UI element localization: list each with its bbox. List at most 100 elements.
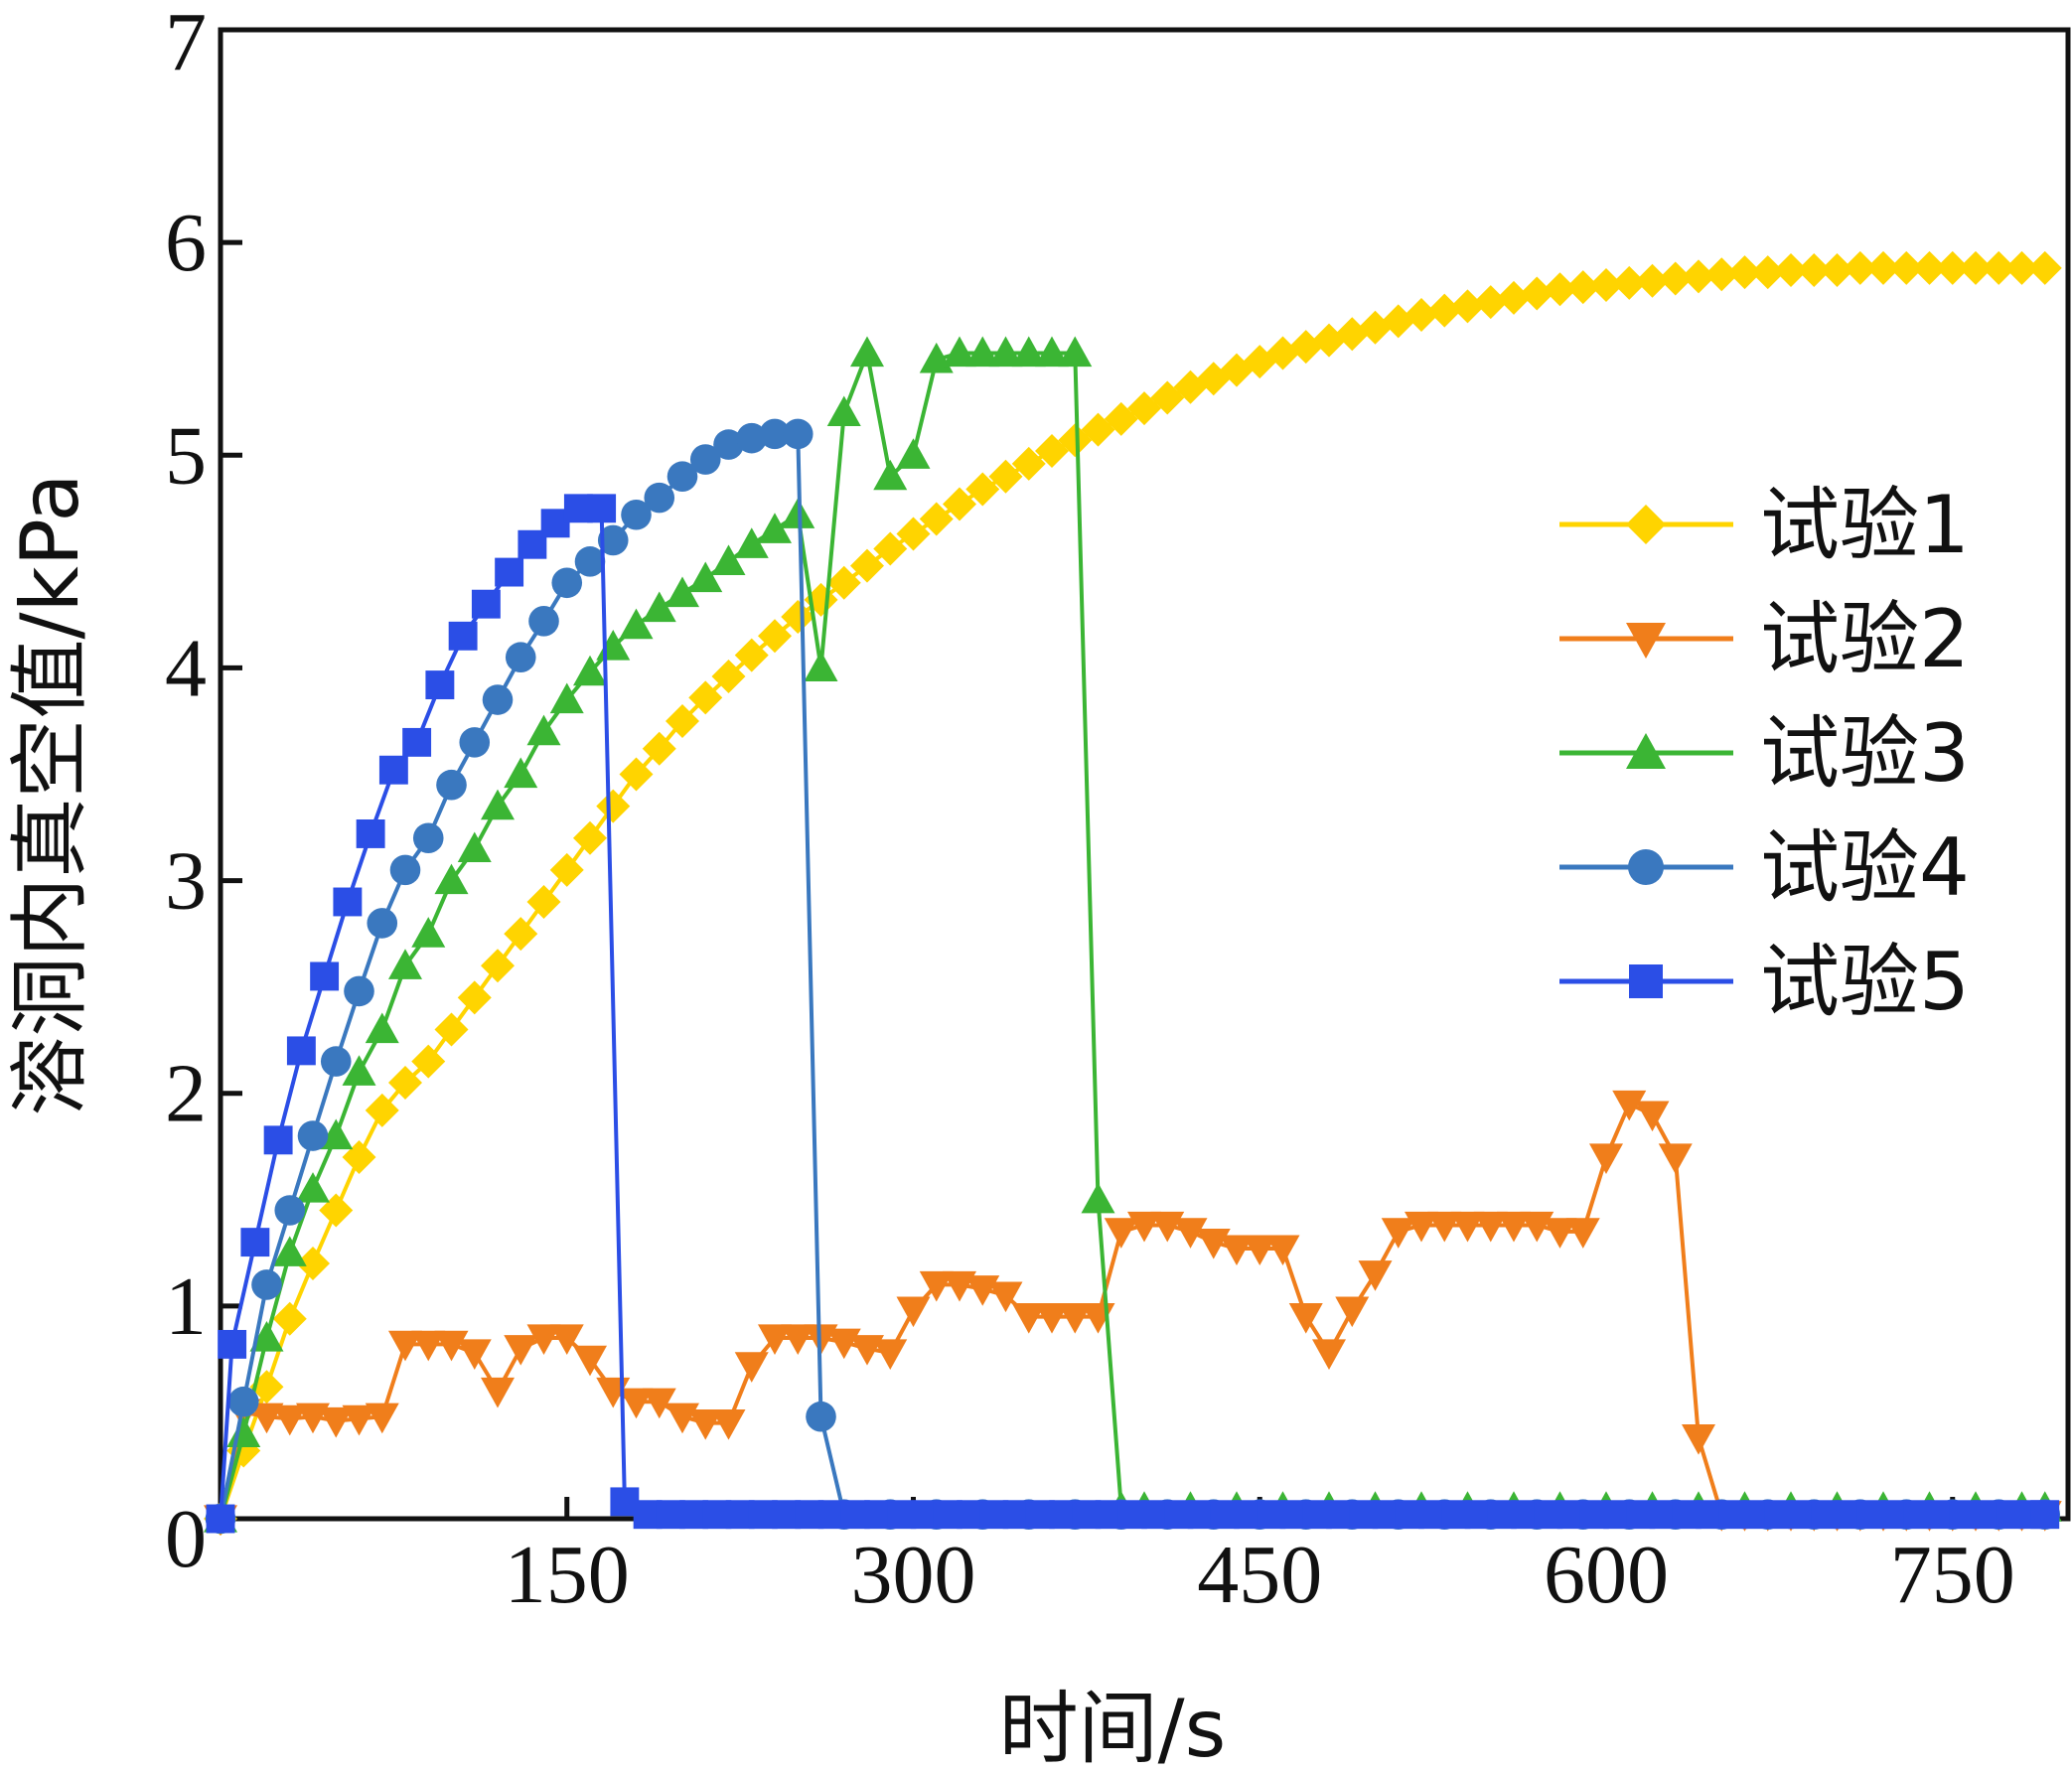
data-point bbox=[642, 1388, 676, 1419]
data-point bbox=[711, 544, 746, 575]
data-point bbox=[1774, 252, 1808, 287]
data-point bbox=[504, 757, 538, 789]
data-point bbox=[505, 642, 536, 673]
data-point bbox=[1473, 1211, 1508, 1243]
data-point bbox=[320, 1046, 352, 1077]
data-point bbox=[1565, 1218, 1600, 1249]
data-point bbox=[1497, 280, 1531, 315]
data-point bbox=[263, 1125, 293, 1155]
data-point bbox=[549, 1324, 584, 1355]
data-point bbox=[1704, 257, 1739, 292]
data-point bbox=[988, 459, 1023, 494]
data-point bbox=[1127, 1211, 1161, 1243]
y-tick-label: 1 bbox=[165, 1260, 207, 1353]
x-tick-label: 150 bbox=[505, 1529, 630, 1621]
data-point bbox=[448, 621, 478, 651]
data-point bbox=[1635, 263, 1670, 298]
data-point bbox=[1427, 1211, 1462, 1243]
y-tick-label: 5 bbox=[165, 409, 207, 502]
data-point bbox=[388, 1066, 422, 1101]
legend-marker bbox=[1626, 505, 1666, 544]
legend-item: 试验2 bbox=[1559, 593, 1970, 685]
data-point bbox=[1011, 1302, 1046, 1334]
data-point bbox=[758, 619, 792, 654]
data-point bbox=[310, 961, 340, 991]
data-point bbox=[1820, 252, 1854, 287]
data-point bbox=[526, 714, 561, 746]
series-line bbox=[219, 1102, 2045, 1520]
legend-label: 试验3 bbox=[1760, 707, 1970, 800]
data-point bbox=[1104, 1218, 1138, 1249]
data-point bbox=[365, 1093, 399, 1127]
data-point bbox=[573, 655, 607, 686]
series-1 bbox=[204, 250, 2062, 1536]
data-point bbox=[2027, 250, 2062, 285]
data-point bbox=[826, 395, 861, 427]
data-point bbox=[1658, 1143, 1693, 1174]
data-point bbox=[272, 1301, 307, 1336]
data-point bbox=[644, 482, 675, 514]
x-tick-label: 300 bbox=[851, 1529, 976, 1621]
data-point bbox=[573, 820, 607, 855]
data-point bbox=[1565, 270, 1600, 305]
data-point bbox=[873, 1339, 908, 1370]
data-point bbox=[711, 1409, 746, 1440]
y-tick-label: 2 bbox=[165, 1048, 207, 1140]
y-axis-ticks: 0 1 2 3 4 5 6 7 bbox=[165, 0, 242, 1585]
data-point bbox=[457, 980, 492, 1015]
data-point bbox=[481, 949, 515, 983]
data-point bbox=[1612, 1090, 1647, 1121]
data-point bbox=[434, 863, 469, 895]
legend-label: 试验1 bbox=[1760, 479, 1970, 571]
data-point bbox=[804, 651, 838, 682]
data-point bbox=[389, 854, 421, 886]
data-point bbox=[1220, 1235, 1254, 1266]
data-point bbox=[274, 1195, 306, 1226]
data-point bbox=[1473, 285, 1508, 320]
data-point bbox=[965, 472, 1000, 507]
data-point bbox=[251, 1269, 282, 1300]
data-point bbox=[1427, 293, 1462, 328]
data-point bbox=[1589, 267, 1623, 302]
y-tick-label: 4 bbox=[165, 622, 207, 714]
data-point bbox=[758, 1324, 792, 1355]
data-point bbox=[781, 600, 815, 635]
data-point bbox=[619, 1388, 654, 1419]
data-point bbox=[873, 459, 908, 491]
data-point bbox=[1497, 1211, 1531, 1243]
legend: 试验1 试验2 试验3 试验4 试验5 bbox=[1559, 479, 1970, 1028]
data-point bbox=[272, 1404, 307, 1436]
legend-marker bbox=[1626, 623, 1666, 659]
data-point bbox=[481, 789, 515, 820]
legend-item: 试验3 bbox=[1559, 707, 1970, 800]
data-point bbox=[1035, 1302, 1069, 1334]
data-point bbox=[1058, 1302, 1093, 1334]
data-point bbox=[1889, 250, 1924, 285]
data-point bbox=[758, 513, 792, 543]
data-point bbox=[1405, 297, 1438, 332]
data-point bbox=[1543, 272, 1577, 307]
data-point bbox=[1866, 250, 1900, 285]
data-point bbox=[227, 1386, 259, 1417]
series-layer bbox=[204, 250, 2062, 1536]
legend-label: 试验5 bbox=[1760, 936, 1970, 1028]
data-point bbox=[689, 444, 721, 475]
data-point bbox=[896, 517, 931, 551]
data-point bbox=[286, 1036, 316, 1066]
data-point bbox=[666, 576, 699, 608]
data-point bbox=[850, 548, 884, 583]
data-point bbox=[1011, 446, 1046, 481]
data-point bbox=[434, 1012, 469, 1047]
data-point bbox=[1450, 289, 1485, 324]
data-point bbox=[549, 682, 584, 714]
data-point bbox=[1358, 1260, 1393, 1291]
y-tick-label: 6 bbox=[165, 197, 207, 289]
data-point bbox=[1081, 1182, 1115, 1214]
series-5 bbox=[206, 494, 2060, 1534]
data-point bbox=[759, 418, 791, 450]
data-point bbox=[365, 1012, 399, 1044]
data-point bbox=[1658, 261, 1693, 296]
data-point bbox=[412, 822, 444, 854]
data-point bbox=[1635, 1101, 1670, 1132]
data-point bbox=[1288, 1302, 1323, 1334]
